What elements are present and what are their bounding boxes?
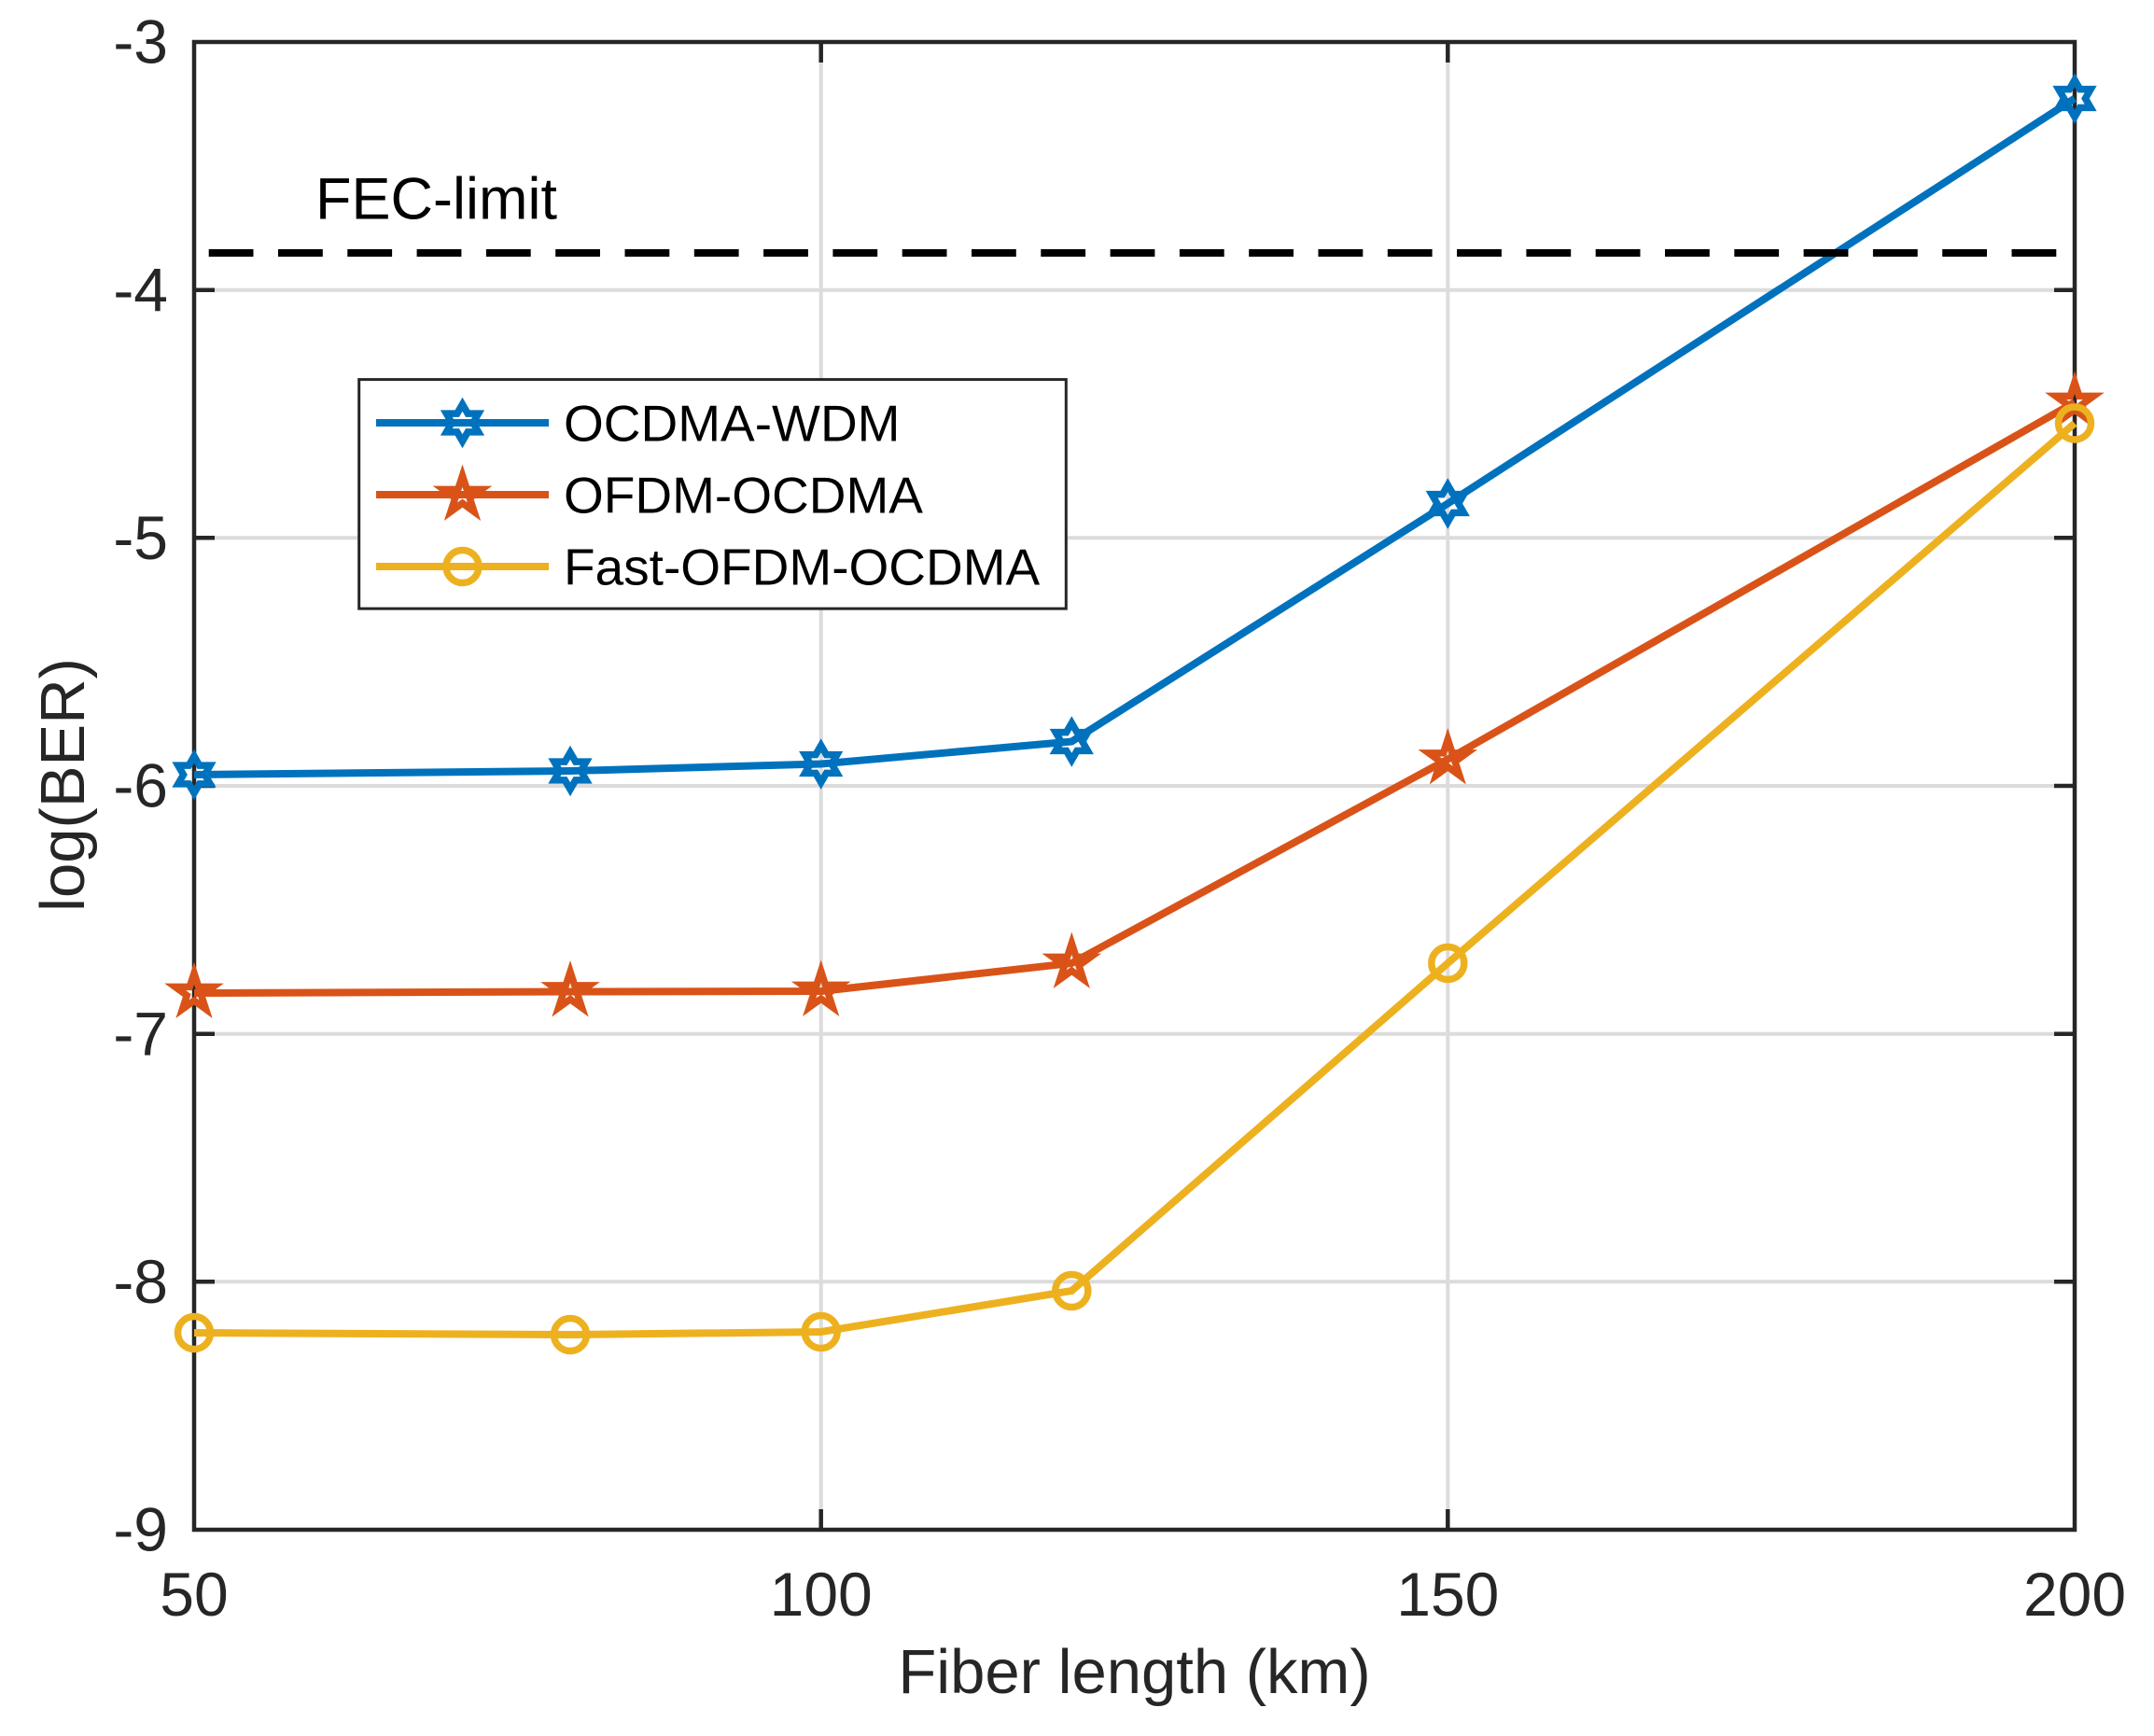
svg-text:OCDMA-WDM: OCDMA-WDM	[564, 394, 900, 452]
svg-text:Fast-OFDM-OCDMA: Fast-OFDM-OCDMA	[564, 538, 1041, 595]
svg-text:150: 150	[1396, 1560, 1499, 1629]
svg-text:-7: -7	[113, 999, 168, 1068]
svg-text:50: 50	[160, 1560, 228, 1629]
svg-text:-4: -4	[113, 255, 168, 324]
svg-text:200: 200	[2023, 1560, 2126, 1629]
svg-text:log(BER): log(BER)	[28, 658, 98, 912]
svg-text:-9: -9	[113, 1495, 168, 1564]
svg-text:-8: -8	[113, 1247, 168, 1316]
svg-text:100: 100	[770, 1560, 873, 1629]
svg-text:-5: -5	[113, 503, 168, 572]
svg-text:Fiber length (km): Fiber length (km)	[898, 1637, 1370, 1707]
svg-text:-6: -6	[113, 751, 168, 820]
svg-text:OFDM-OCDMA: OFDM-OCDMA	[564, 466, 923, 524]
svg-text:-3: -3	[113, 7, 168, 77]
svg-text:FEC-limit: FEC-limit	[315, 167, 557, 232]
